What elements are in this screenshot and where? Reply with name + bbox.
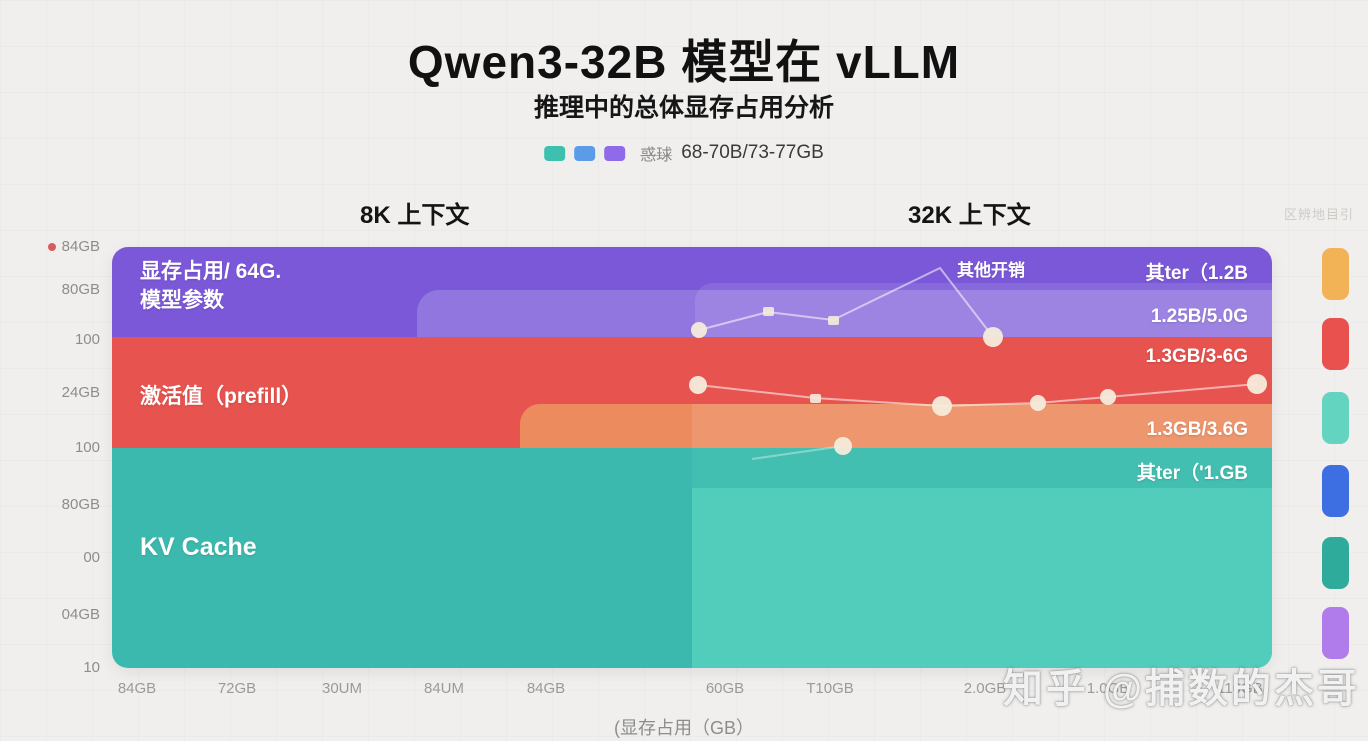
right-label-overhead: 其ter（1.2B: [1145, 263, 1248, 284]
label-model-params-line1: 显存占用/ 64G.: [140, 260, 282, 283]
y-tick-label: 100: [74, 439, 100, 456]
y-tick-label: 100: [74, 331, 100, 348]
x-tick-label: 110GB: [1217, 680, 1263, 697]
x-axis-title: (显存占用（GB）: [613, 718, 754, 738]
y-tick-label: 80GB: [61, 281, 100, 298]
watermark: 知乎 @捕数的杰哥: [1002, 667, 1360, 711]
y-tick-label: 10: [83, 659, 100, 676]
right-label-activation: 1.3GB/3-6G: [1145, 346, 1248, 367]
x-tick-label: 1.0GB: [1086, 680, 1130, 697]
x-tick-label: 84GB: [526, 680, 566, 697]
x-tick-label: 84UM: [423, 680, 465, 697]
label-activation: 激活值（prefill）: [140, 385, 303, 408]
legend-swatch-teal: [544, 145, 566, 161]
y-tick-label: 04GB: [61, 606, 100, 623]
x-tick-label: 84GB: [117, 680, 157, 697]
side-swatch-lightteal: [1322, 392, 1349, 444]
page-subtitle: 推理中的总体显存占用分析: [533, 94, 834, 122]
y-tick-label: 84GB: [61, 238, 100, 255]
page-title: Qwen3-32B 模型在 vLLM: [407, 36, 961, 88]
side-swatch-orange: [1322, 248, 1349, 300]
overlay-kv-cache-strip-32k: [692, 448, 1272, 488]
label-model-params: 显存占用/ 64G. 模型参数: [140, 257, 281, 315]
label-kv-cache: KV Cache: [140, 533, 257, 561]
x-tick-label: 72GB: [217, 680, 257, 697]
y-tick-label: 80GB: [61, 496, 100, 513]
x-tick-label: 60GB: [705, 680, 745, 697]
legend-swatch-purple: [604, 145, 626, 161]
side-swatch-purple: [1322, 607, 1349, 659]
band-model-params: [112, 247, 1272, 337]
x-tick-label: 2.0GB: [963, 680, 1007, 697]
label-model-params-line2: 模型参数: [140, 289, 224, 312]
right-label-activation-32k: 1.3GB/3.6G: [1146, 419, 1248, 440]
side-swatch-darkteal: [1322, 537, 1349, 589]
y-tick-label: 00: [83, 549, 100, 566]
y-tick-label: 24GB: [61, 384, 100, 401]
right-label-model: 1.25B/5.0G: [1150, 306, 1248, 327]
stacked-area-chart: 显存占用/ 64G. 模型参数 激活值（prefill） KV Cache 其他…: [112, 247, 1272, 668]
side-swatch-red: [1322, 318, 1349, 370]
x-tick-label: T10GB: [806, 680, 854, 697]
overlay-activation-orange: [520, 404, 1272, 448]
trend-lines: [689, 266, 1267, 460]
column-header-32k: 32K 上下文: [908, 202, 1031, 229]
overlay-purple-light-32k: [695, 283, 1272, 337]
x-tick-label: 30UM: [321, 680, 363, 697]
corner-note: 区辨地目引: [1284, 207, 1355, 222]
right-label-kv: 其ter（'1.GB: [1136, 463, 1248, 484]
y-axis-marker-dot: [48, 243, 56, 251]
legend: 惑球 68-70B/73-77GB: [544, 141, 824, 165]
overlay-activation-orange-32k: [692, 404, 1272, 448]
legend-swatch-blue: [574, 145, 596, 161]
legend-label: 惑球: [640, 147, 673, 164]
label-overhead: 其他开销: [957, 261, 1025, 280]
column-header-8k: 8K 上下文: [360, 202, 470, 229]
side-swatch-blue: [1322, 465, 1349, 517]
legend-value: 68-70B/73-77GB: [681, 142, 824, 163]
